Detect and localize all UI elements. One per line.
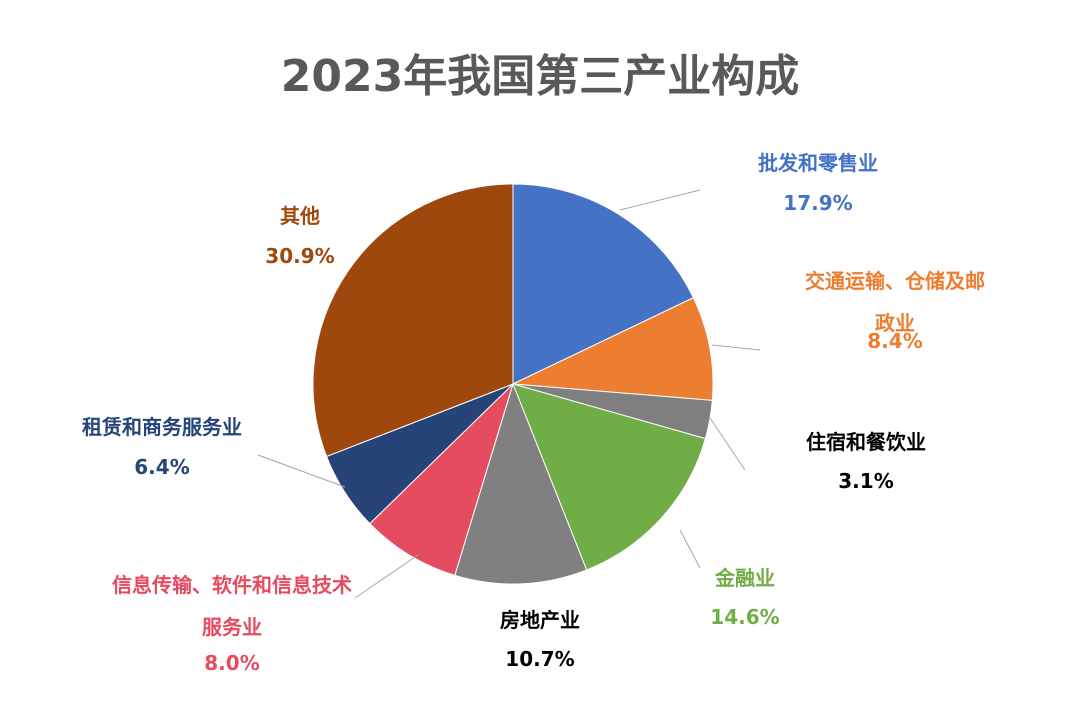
category-label: 房地产业: [500, 608, 580, 632]
value-label: 8.4%: [867, 329, 923, 353]
value-label: 8.0%: [204, 651, 260, 675]
category-label: 交通运输、仓储及邮政业: [805, 269, 985, 335]
value-label: 17.9%: [783, 191, 853, 215]
category-label: 租赁和商务服务业: [82, 415, 242, 439]
leader-line: [354, 554, 419, 599]
pie-slice: [511, 297, 714, 401]
value-label: 30.9%: [265, 244, 335, 268]
pie-slice: [312, 183, 514, 458]
value-label: 14.6%: [710, 605, 780, 629]
category-label: 批发和零售业: [758, 151, 878, 175]
leader-line: [619, 189, 701, 211]
pie-slice: [512, 383, 707, 571]
pie-slice: [454, 382, 588, 585]
pie-slice: [369, 383, 514, 576]
pie-slice: [512, 183, 695, 385]
leader-line: [257, 454, 346, 488]
value-label: 3.1%: [838, 469, 894, 493]
category-label: 其他: [280, 204, 320, 228]
category-label: 住宿和餐饮业: [806, 430, 926, 454]
category-label: 信息传输、软件和信息技术服务业: [112, 573, 352, 639]
leader-line: [679, 529, 701, 569]
category-label: 金融业: [715, 566, 775, 590]
leader-line: [711, 344, 761, 351]
leader-line: [709, 417, 746, 471]
value-label: 6.4%: [134, 455, 190, 479]
value-label: 10.7%: [505, 647, 575, 671]
chart-title: 2023年我国第三产业构成: [280, 51, 800, 102]
